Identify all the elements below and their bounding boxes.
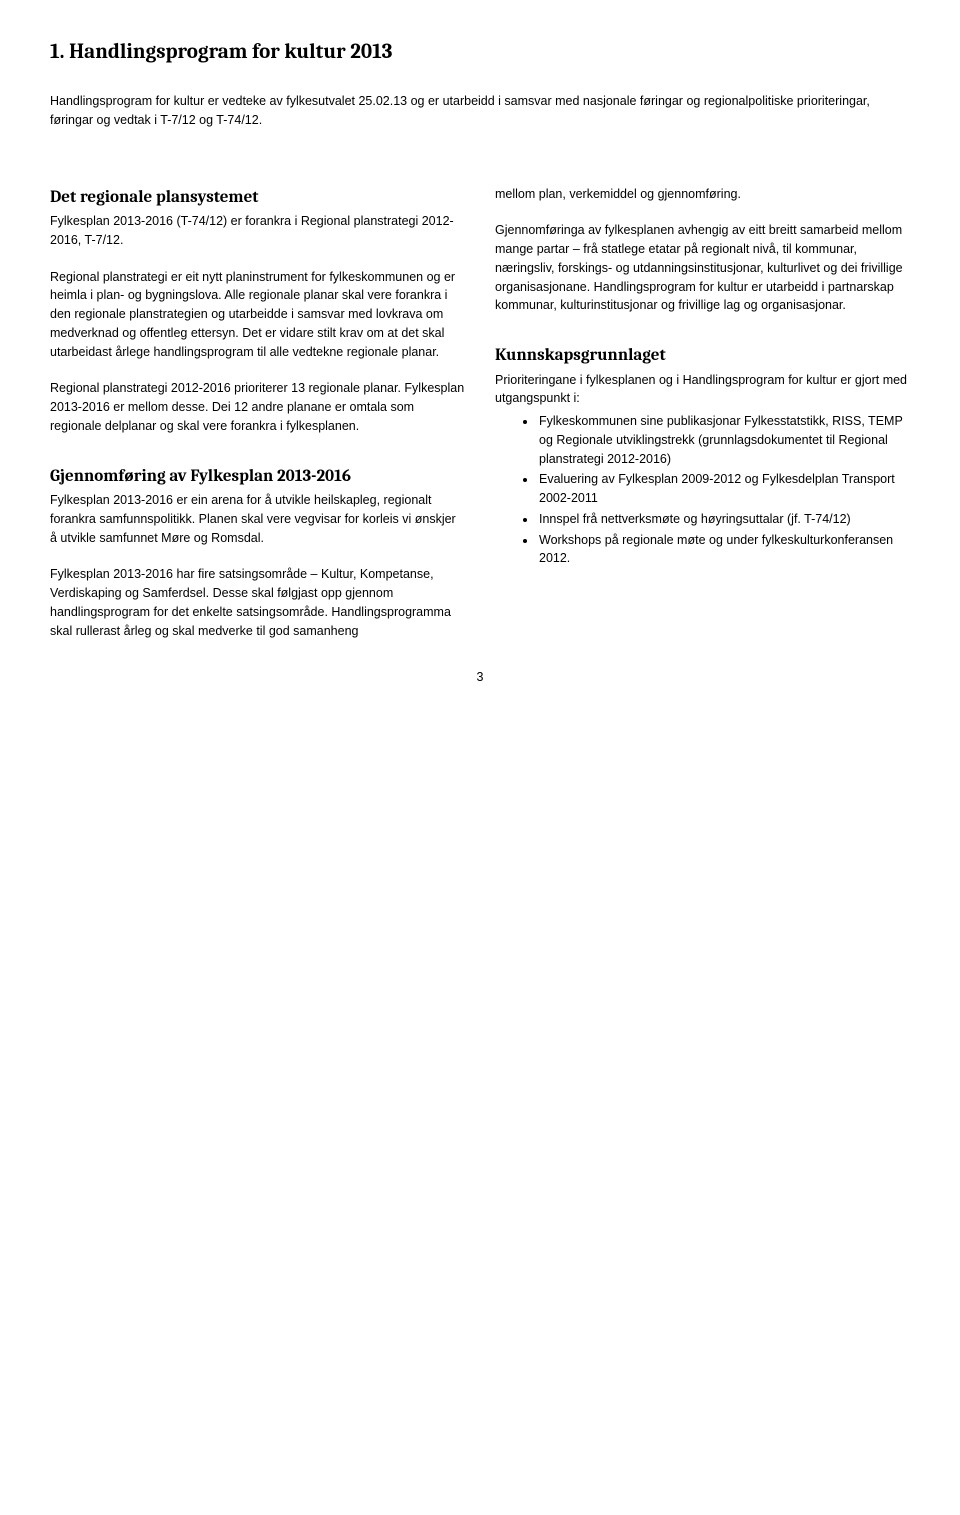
right-para-1: mellom plan, verkemiddel og gjennomførin… — [495, 185, 910, 204]
page-number: 3 — [50, 670, 910, 684]
list-item: Innspel frå nettverksmøte og høyringsutt… — [537, 510, 910, 529]
left-para-2: Regional planstrategi er eit nytt planin… — [50, 268, 465, 362]
right-para-2: Gjennomføringa av fylkesplanen avhengig … — [495, 221, 910, 315]
intro-paragraph: Handlingsprogram for kultur er vedteke a… — [50, 92, 910, 130]
left-column: Det regionale plansystemet Fylkesplan 20… — [50, 185, 465, 641]
heading-gjennomforing: Gjennomføring av Fylkesplan 2013-2016 — [50, 464, 465, 490]
list-item: Fylkeskommunen sine publikasjonar Fylkes… — [537, 412, 910, 468]
page-title: 1. Handlingsprogram for kultur 2013 — [50, 40, 910, 64]
right-para-3: Prioriteringane i fylkesplanen og i Hand… — [495, 371, 910, 409]
left-para-1: Fylkesplan 2013-2016 (T-74/12) er forank… — [50, 212, 465, 250]
left-para-5: Fylkesplan 2013-2016 har fire satsingsom… — [50, 565, 465, 640]
heading-plansystemet: Det regionale plansystemet — [50, 185, 465, 211]
left-para-3: Regional planstrategi 2012-2016 priorite… — [50, 379, 465, 435]
right-column: mellom plan, verkemiddel og gjennomførin… — [495, 185, 910, 641]
list-item: Workshops på regionale møte og under fyl… — [537, 531, 910, 569]
bullet-list: Fylkeskommunen sine publikasjonar Fylkes… — [495, 412, 910, 568]
left-para-4: Fylkesplan 2013-2016 er ein arena for å … — [50, 491, 465, 547]
heading-kunnskapsgrunnlaget: Kunnskapsgrunnlaget — [495, 343, 910, 369]
two-column-layout: Det regionale plansystemet Fylkesplan 20… — [50, 185, 910, 641]
list-item: Evaluering av Fylkesplan 2009-2012 og Fy… — [537, 470, 910, 508]
